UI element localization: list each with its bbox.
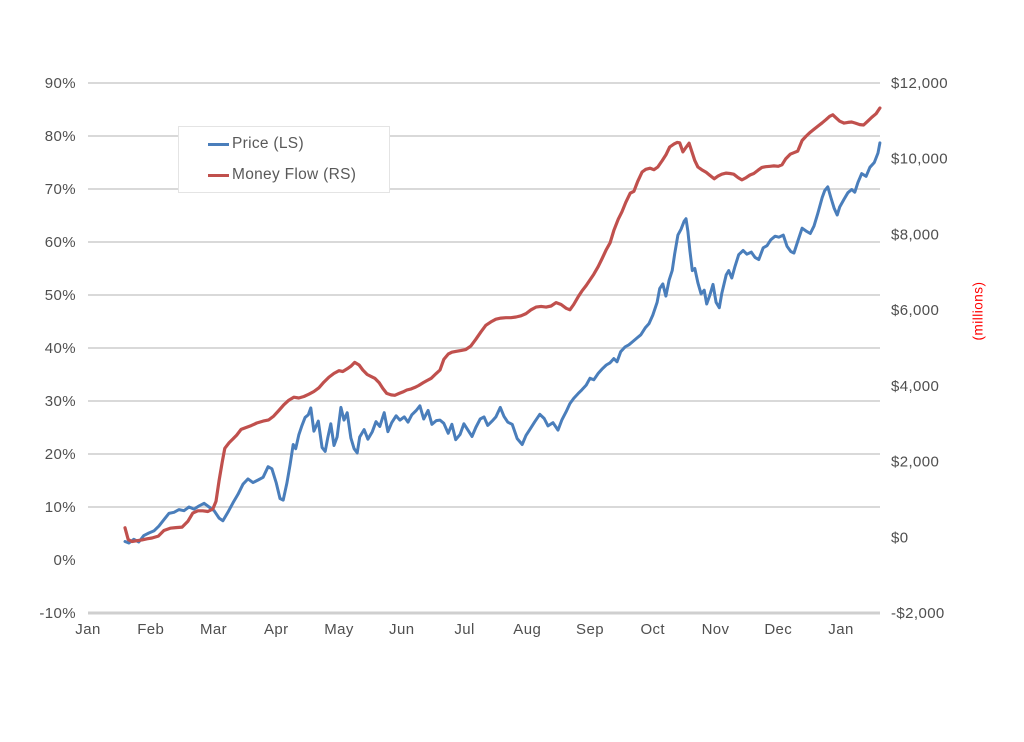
left-axis-tick-label: 10% <box>45 499 76 516</box>
left-axis-tick-label: -10% <box>39 605 76 622</box>
right-axis-tick-label: -$2,000 <box>891 605 945 622</box>
x-axis-month-label: Jan <box>75 621 100 638</box>
x-axis-month-label: Dec <box>764 621 792 638</box>
left-axis-tick-label: 90% <box>45 75 76 92</box>
left-axis-tick-label: 0% <box>54 552 76 569</box>
money-flow-line-swatch-icon <box>208 173 229 177</box>
left-axis-tick-label: 30% <box>45 393 76 410</box>
left-axis-tick-label: 50% <box>45 287 76 304</box>
x-axis-month-label: Sep <box>576 621 604 638</box>
left-axis-tick-label: 40% <box>45 340 76 357</box>
x-axis-month-label: Jul <box>454 621 474 638</box>
left-axis-tick-label: 20% <box>45 446 76 463</box>
left-axis-tick-label: 60% <box>45 234 76 251</box>
right-axis-tick-label: $10,000 <box>891 151 948 168</box>
price-line-swatch-icon <box>208 142 229 146</box>
x-axis-month-label: Aug <box>513 621 541 638</box>
right-axis-tick-label: $12,000 <box>891 75 948 92</box>
x-axis-month-label: Oct <box>640 621 665 638</box>
right-axis-tick-label: $4,000 <box>891 378 939 395</box>
x-axis-month-label: Mar <box>200 621 227 638</box>
right-axis-tick-label: $8,000 <box>891 226 939 243</box>
legend: Price (LS) Money Flow (RS) <box>178 126 390 193</box>
x-axis-month-label: Apr <box>264 621 289 638</box>
left-axis-tick-label: 80% <box>45 128 76 145</box>
legend-item-price: Price (LS) <box>208 134 389 154</box>
right-axis-tick-label: $2,000 <box>891 454 939 471</box>
left-axis-tick-label: 70% <box>45 181 76 198</box>
x-axis-month-label: Nov <box>702 621 730 638</box>
right-axis-tick-label: $0 <box>891 529 909 546</box>
x-axis-month-label: Jan <box>828 621 853 638</box>
money-flow-line <box>123 106 882 544</box>
legend-label-price: Price (LS) <box>232 135 304 152</box>
x-axis-month-label: Jun <box>389 621 414 638</box>
price-line <box>123 141 882 545</box>
right-axis-tick-label: $6,000 <box>891 302 939 319</box>
right-axis-units-label: (millions) <box>970 281 986 341</box>
x-axis-month-label: May <box>324 621 354 638</box>
legend-item-money-flow: Money Flow (RS) <box>208 165 389 185</box>
legend-label-money-flow: Money Flow (RS) <box>232 166 357 183</box>
x-axis-month-label: Feb <box>137 621 164 638</box>
